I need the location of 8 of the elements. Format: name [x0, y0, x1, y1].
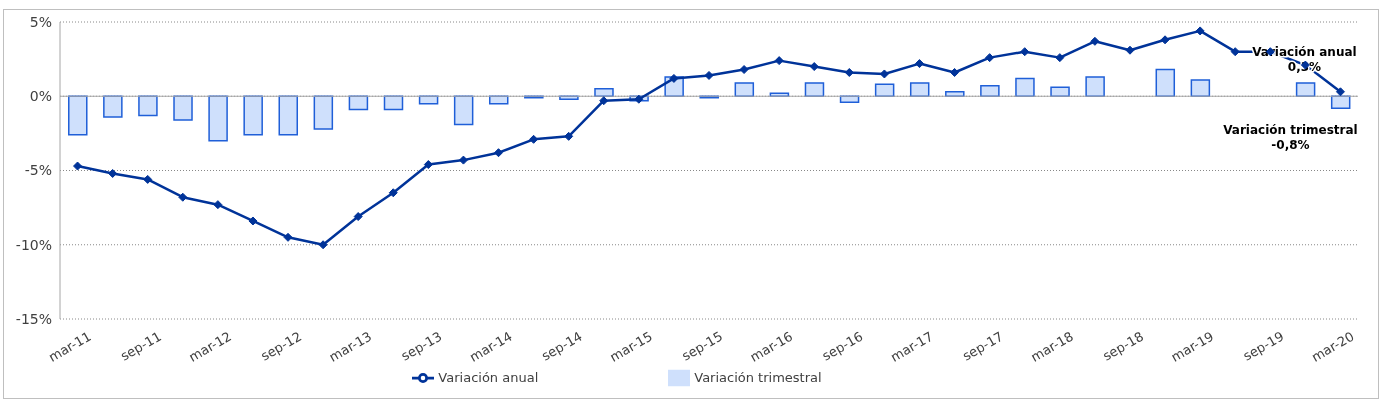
annotation: Variación trimestral -0,8% [1223, 123, 1358, 153]
legend-label: Variación trimestral [694, 369, 822, 385]
legend-label: Variación anual [438, 369, 539, 385]
y-tick-label: 0% [29, 88, 52, 105]
y-tick-label: 5% [29, 13, 52, 30]
y-tick-label: -15% [15, 310, 52, 327]
y-tick-label: -5% [24, 162, 52, 179]
y-tick-label: -10% [15, 236, 52, 253]
